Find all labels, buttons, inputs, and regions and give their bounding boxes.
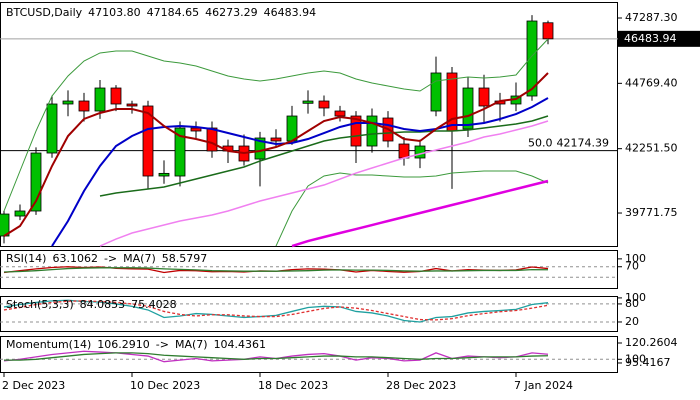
series-name: MA(7) (175, 338, 208, 351)
ohlc-value: 46273.29 (205, 6, 258, 19)
y-tick-label: 100 (625, 352, 646, 365)
overlay-line (99, 120, 549, 247)
x-tick-label: 28 Dec 2023 (386, 379, 456, 392)
overlay-line (275, 170, 549, 247)
ohlc-value: 47184.65 (147, 6, 200, 19)
y-tick-label: 70 (625, 260, 639, 273)
candle-body (46, 103, 58, 154)
overlay-line (99, 115, 549, 197)
series-value: 84.0853 (80, 298, 126, 311)
candle-body (526, 20, 538, 97)
candle-body (174, 127, 186, 177)
overlay-line (3, 72, 549, 237)
fibo-label: 50.0 42174.39 (528, 137, 609, 150)
indicator-label: Momentum(14) 106.2910 -> MA(7) 104.4361 (6, 338, 266, 351)
symbol: BTCUSD,Daily (6, 6, 83, 19)
candle-body (254, 137, 266, 160)
stoch-panel (0, 296, 618, 332)
y-tick-label: 80 (625, 297, 639, 310)
overlay-line (291, 179, 549, 248)
indicator-label: Stoch(5,3,3) 84.0853 75.4028 (6, 298, 177, 311)
candle-body (142, 105, 154, 177)
candle-body (478, 87, 490, 107)
candle-body (126, 103, 138, 107)
candle-body (398, 143, 410, 159)
y-tick-label: 44769.40 (625, 76, 678, 89)
indicator-line (3, 300, 549, 321)
candle-body (94, 87, 106, 112)
header-bg (2, 4, 374, 20)
candle-body (318, 100, 330, 109)
y-tick-label: 120.2604 (625, 336, 678, 349)
series-value: 75.4028 (131, 298, 177, 311)
chart-header: BTCUSD,Daily 47103.80 47184.65 46273.29 4648… (6, 6, 316, 19)
fibo-ratio: 50.0 (528, 137, 553, 150)
candle-body (78, 100, 90, 112)
candle-body (270, 137, 282, 142)
candle-body (414, 145, 426, 159)
indicator-line (4, 352, 549, 361)
candle-body (366, 115, 378, 147)
candle-body (286, 115, 298, 142)
x-tick-label: 2 Dec 2023 (2, 379, 65, 392)
x-tick-label: 18 Dec 2023 (258, 379, 328, 392)
candle-body (206, 127, 218, 152)
candle-body (350, 115, 362, 147)
series-name: MA(7) (123, 252, 156, 265)
separator: -> (156, 338, 169, 351)
candle-body (542, 22, 554, 40)
y-tick-label: 95.4167 (625, 356, 671, 369)
series-name: Momentum(14) (6, 338, 91, 351)
overlay-line (51, 97, 549, 247)
candle-body (30, 152, 42, 212)
ohlc-value: 46483.94 (264, 6, 317, 19)
indicator-label: RSI(14) 63.1062 -> MA(7) 58.5797 (6, 252, 207, 265)
series-name: Stoch(5,3,3) (6, 298, 74, 311)
candle-body (110, 87, 122, 105)
candle-body (190, 127, 202, 132)
momentum-panel (0, 336, 618, 373)
y-tick-label: 100 (625, 252, 646, 265)
x-tick-label: 7 Jan 2024 (514, 379, 573, 392)
candle-body (462, 87, 474, 130)
series-value: 63.1062 (52, 252, 98, 265)
candle-body (158, 172, 170, 177)
main-panel (0, 2, 618, 247)
separator: -> (104, 252, 117, 265)
y-tick-label: 100 (625, 291, 646, 304)
y-tick-label: 42251.50 (625, 142, 678, 155)
series-value: 104.4361 (214, 338, 267, 351)
candle-body (62, 100, 74, 105)
y-tick-label: 20 (625, 315, 639, 328)
overlay-line (3, 38, 549, 212)
fibo-price: 42174.39 (557, 137, 610, 150)
candle-body (334, 110, 346, 117)
price-box (618, 30, 700, 47)
series-name: RSI(14) (6, 252, 46, 265)
candle-body (302, 100, 314, 104)
price-box-label: 46483.94 (624, 32, 677, 45)
y-tick-label: 39771.75 (625, 206, 678, 219)
ohlc-value: 47103.80 (88, 6, 141, 19)
series-value: 106.2910 (97, 338, 150, 351)
x-tick-label: 10 Dec 2023 (130, 379, 200, 392)
candle-body (14, 210, 26, 217)
candle-body (430, 72, 442, 112)
y-tick-label: 47287.30 (625, 11, 678, 24)
series-value: 58.5797 (162, 252, 208, 265)
indicator-line (3, 267, 549, 273)
rsi-panel (0, 250, 618, 289)
